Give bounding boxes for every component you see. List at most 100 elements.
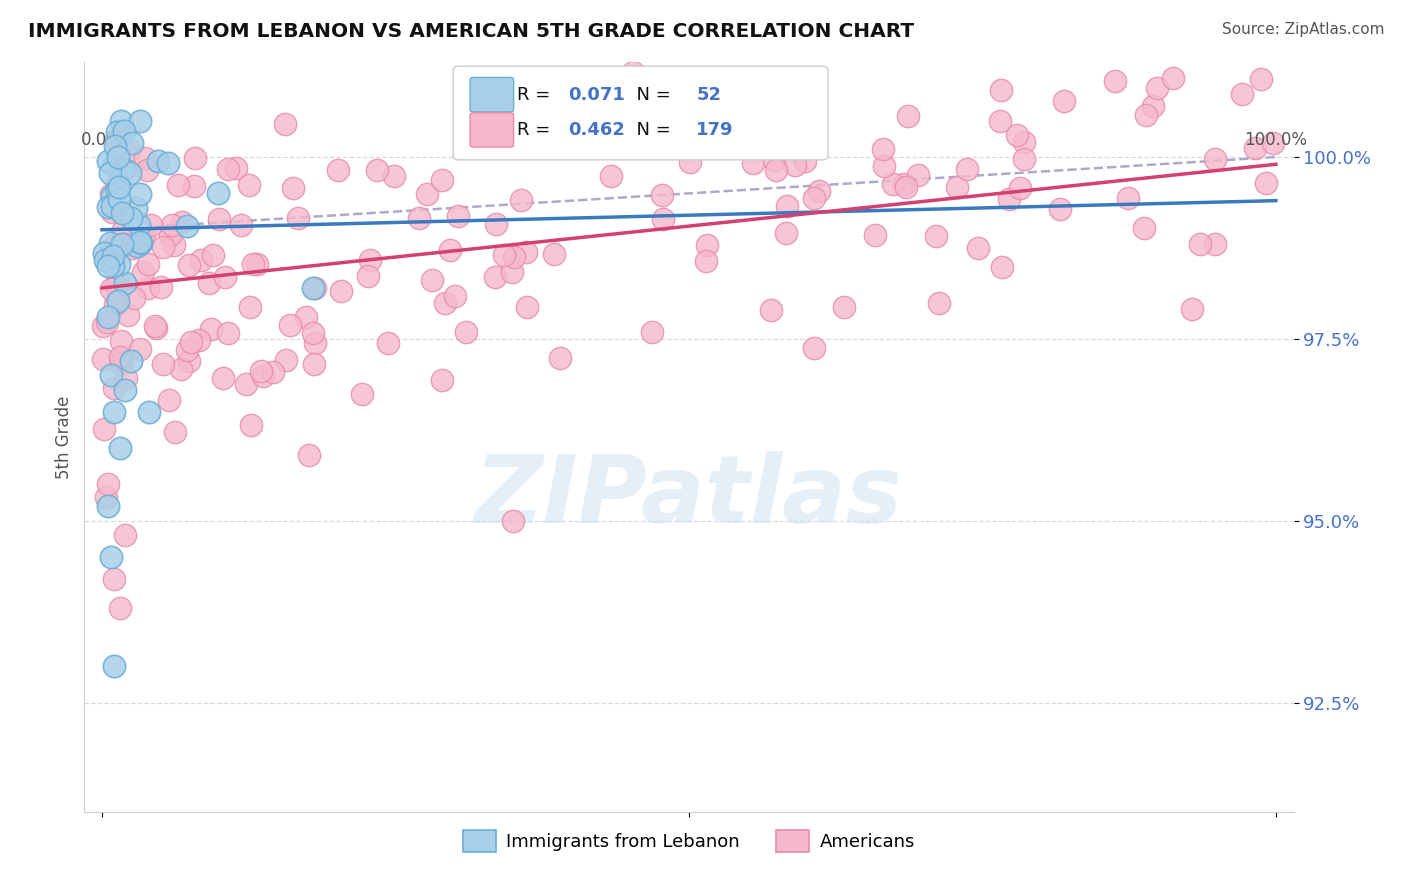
Point: [160, 219, 183, 233]
Point: [294, 310, 316, 324]
Point: [125, 202, 148, 216]
Point: [1014, 152, 1036, 166]
Text: ZIPatlas: ZIPatlas: [475, 451, 903, 543]
Point: [97, 477, 120, 491]
Point: [97, 310, 120, 324]
Point: [494, 248, 516, 262]
Point: [165, 425, 187, 440]
Point: [105, 183, 128, 197]
Point: [328, 162, 350, 177]
Point: [359, 252, 381, 267]
Point: [1163, 70, 1185, 85]
Point: [128, 342, 150, 356]
Point: [112, 162, 135, 177]
Point: [444, 289, 467, 303]
Point: [132, 265, 155, 279]
Point: [208, 212, 231, 227]
Point: [104, 139, 127, 153]
Point: [803, 191, 825, 205]
Point: [101, 249, 124, 263]
Point: [217, 326, 239, 340]
Point: [110, 351, 132, 366]
Point: [128, 235, 150, 249]
Point: [114, 528, 136, 542]
Point: [97, 200, 120, 214]
Point: [107, 192, 129, 206]
Point: [156, 155, 179, 169]
Text: 0.071: 0.071: [568, 86, 624, 103]
Point: [177, 354, 200, 368]
Point: [382, 169, 405, 183]
Point: [990, 82, 1012, 96]
Point: [720, 80, 742, 95]
Point: [105, 133, 128, 147]
Point: [761, 303, 783, 318]
Point: [136, 163, 159, 178]
Point: [110, 334, 132, 348]
Point: [882, 178, 904, 192]
Point: [114, 383, 136, 397]
Point: [765, 163, 787, 178]
Point: [98, 166, 121, 180]
Point: [97, 259, 120, 273]
Point: [107, 239, 129, 253]
Point: [621, 64, 644, 78]
Point: [1133, 221, 1156, 235]
Point: [98, 236, 121, 251]
Point: [484, 269, 506, 284]
Point: [946, 180, 969, 194]
Point: [928, 295, 950, 310]
Point: [118, 166, 141, 180]
Point: [422, 273, 444, 287]
Point: [104, 296, 127, 310]
Point: [543, 247, 565, 261]
Point: [152, 357, 174, 371]
Point: [111, 223, 134, 237]
Point: [103, 239, 125, 253]
Point: [1230, 87, 1253, 102]
Text: Source: ZipAtlas.com: Source: ZipAtlas.com: [1222, 22, 1385, 37]
Point: [808, 184, 831, 198]
Point: [651, 187, 673, 202]
Point: [641, 325, 664, 339]
Point: [1146, 81, 1168, 95]
FancyBboxPatch shape: [453, 66, 828, 160]
Point: [172, 215, 194, 229]
Point: [97, 154, 120, 169]
Point: [229, 218, 252, 232]
Point: [280, 318, 302, 332]
Point: [114, 236, 136, 251]
Point: [121, 136, 143, 150]
Point: [105, 291, 128, 305]
Point: [762, 153, 785, 168]
Point: [94, 491, 117, 505]
Point: [785, 158, 807, 172]
Point: [176, 343, 198, 357]
Point: [120, 211, 142, 226]
Point: [1049, 202, 1071, 216]
Point: [136, 256, 159, 270]
Point: [141, 219, 163, 233]
Point: [104, 277, 127, 292]
Point: [157, 392, 180, 407]
Text: N =: N =: [624, 86, 676, 103]
Point: [188, 333, 211, 347]
Point: [108, 601, 131, 615]
Point: [873, 160, 896, 174]
Point: [1005, 128, 1028, 143]
Point: [239, 301, 262, 315]
Point: [1008, 181, 1031, 195]
Point: [162, 237, 184, 252]
Point: [138, 404, 160, 418]
Point: [988, 114, 1011, 128]
Point: [863, 227, 886, 242]
Point: [250, 364, 273, 378]
Point: [100, 550, 122, 565]
Point: [456, 325, 478, 339]
Point: [430, 373, 453, 387]
Point: [145, 318, 167, 333]
Point: [652, 211, 675, 226]
Point: [107, 180, 129, 194]
Point: [897, 110, 920, 124]
Point: [872, 142, 894, 156]
